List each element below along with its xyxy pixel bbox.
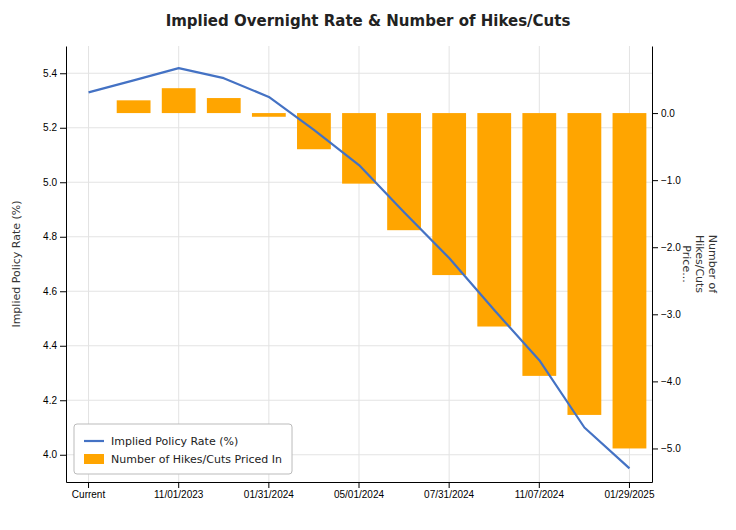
bar — [613, 113, 647, 448]
grid-line — [88, 46, 89, 482]
tick-label: 01/29/2025 — [604, 489, 654, 500]
tick-label: 05/01/2024 — [334, 489, 384, 500]
axis-line — [66, 47, 67, 483]
y-axis: 4.0 4.2 4.4 4.6 4.8 5.0 5.2 5.4 — [43, 47, 66, 483]
marks — [89, 68, 647, 468]
bar — [72, 113, 106, 114]
tick-label: 5.2 — [43, 122, 57, 133]
tick-label: −3.0 — [661, 309, 681, 320]
tick: 4.2 — [43, 395, 66, 406]
bar-series — [117, 88, 647, 448]
tick: −2.0 — [652, 242, 681, 253]
tick-mark — [60, 400, 66, 401]
tick: −5.0 — [652, 443, 681, 454]
tick-label: 4.0 — [43, 449, 57, 460]
tick: 5.2 — [43, 122, 66, 133]
legend-swatch — [84, 454, 104, 464]
tick-mark — [652, 180, 658, 181]
tick-mark — [268, 482, 269, 488]
tick-mark — [60, 237, 66, 238]
tick-mark — [652, 381, 658, 382]
tick: 0.0 — [652, 108, 675, 119]
bar — [252, 113, 286, 117]
tick-mark — [60, 346, 66, 347]
bar — [207, 98, 241, 113]
tick: 05/01/2024 — [334, 482, 384, 500]
tick: 4.6 — [43, 286, 66, 297]
legend-label: Implied Policy Rate (%) — [111, 435, 238, 448]
tick: 4.8 — [43, 231, 66, 242]
tick: Current — [72, 482, 106, 500]
tick-mark — [60, 73, 66, 74]
tick-label: 0.0 — [661, 108, 675, 119]
tick-label: 4.4 — [43, 340, 57, 351]
axis-line — [652, 47, 653, 483]
tick-mark — [60, 455, 66, 456]
grid-line — [359, 46, 360, 482]
legend-box — [74, 424, 292, 474]
chart: Implied Overnight Rate & Number of Hikes… — [0, 0, 736, 530]
tick-mark — [60, 128, 66, 129]
tick-mark — [652, 113, 658, 114]
bar — [342, 113, 376, 184]
tick: 11/01/2023 — [154, 482, 204, 500]
tick-label: 4.2 — [43, 395, 57, 406]
tick: −4.0 — [652, 376, 681, 387]
bar — [477, 113, 511, 326]
axis-title: Implied Policy Rate (%) — [10, 200, 23, 327]
plot: Current 11/01/2023 01/31/2024 05/01/2024 07/… — [10, 46, 719, 500]
tick-mark — [449, 482, 450, 488]
tick: 01/31/2024 — [244, 482, 294, 500]
tick-label: 4.8 — [43, 231, 57, 242]
bar — [432, 113, 466, 275]
tick-mark — [652, 314, 658, 315]
legend: Implied Policy Rate (%) Number of Hikes/C… — [74, 424, 292, 474]
tick-mark — [60, 291, 66, 292]
grid — [66, 46, 652, 482]
line — [89, 68, 630, 468]
tick-label: Current — [72, 489, 106, 500]
tick-mark — [88, 482, 89, 488]
tick-label: −4.0 — [661, 376, 681, 387]
bar — [522, 113, 556, 376]
tick-label: 4.6 — [43, 286, 57, 297]
bar — [567, 113, 601, 415]
tick: 5.0 — [43, 177, 66, 188]
tick-mark — [652, 448, 658, 449]
grid-line — [268, 46, 269, 482]
tick: 07/31/2024 — [424, 482, 474, 500]
tick: 11/07/2024 — [515, 482, 565, 500]
tick-mark — [359, 482, 360, 488]
tick: 01/29/2025 — [604, 482, 654, 500]
x-axis: Current 11/01/2023 01/31/2024 05/01/2024 07/… — [67, 482, 655, 500]
tick-label: 11/01/2023 — [154, 489, 204, 500]
tick-label: 01/31/2024 — [244, 489, 294, 500]
tick-mark — [178, 482, 179, 488]
tick-label: −1.0 — [661, 175, 681, 186]
y2-axis: 0.0 −1.0 −2.0 −3.0 −4.0 −5.0 — [652, 47, 681, 483]
tick-mark — [629, 482, 630, 488]
legend-entry: Implied Policy Rate (%) — [84, 435, 238, 448]
tick-mark — [652, 247, 658, 248]
tick-label: −5.0 — [661, 443, 681, 454]
tick-label: 5.0 — [43, 177, 57, 188]
legend-entry: Number of Hikes/Cuts Priced In — [84, 453, 282, 466]
bar — [162, 88, 196, 113]
tick-label: −2.0 — [661, 242, 681, 253]
tick: 5.4 — [43, 68, 66, 79]
tick-label: 07/31/2024 — [424, 489, 474, 500]
tick-mark — [60, 182, 66, 183]
tick: 4.4 — [43, 340, 66, 351]
tick: 4.0 — [43, 449, 66, 460]
legend-swatch — [84, 440, 104, 442]
axis-title: Number ofHikes/CutsPrice... — [680, 235, 719, 294]
bar — [117, 100, 151, 113]
tick-mark — [539, 482, 540, 488]
tick-label: 11/07/2024 — [515, 489, 565, 500]
title: Implied Overnight Rate & Number of Hikes… — [166, 12, 571, 30]
tick-label: 5.4 — [43, 68, 57, 79]
legend-label: Number of Hikes/Cuts Priced In — [111, 453, 282, 466]
tick: −3.0 — [652, 309, 681, 320]
tick: −1.0 — [652, 175, 681, 186]
